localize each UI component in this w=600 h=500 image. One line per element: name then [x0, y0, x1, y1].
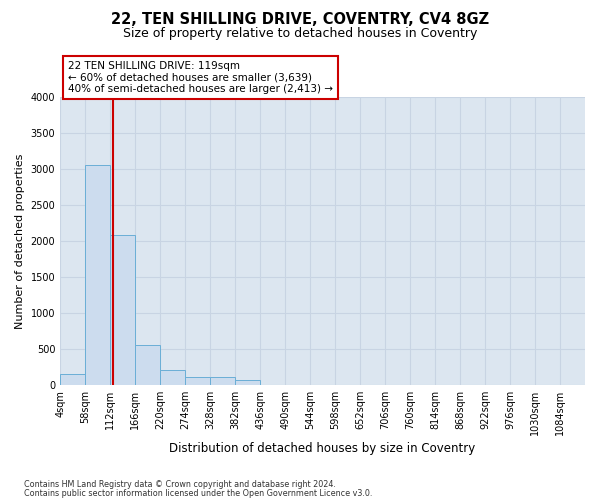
Text: 22, TEN SHILLING DRIVE, COVENTRY, CV4 8GZ: 22, TEN SHILLING DRIVE, COVENTRY, CV4 8G…: [111, 12, 489, 28]
Y-axis label: Number of detached properties: Number of detached properties: [15, 154, 25, 328]
Text: Contains public sector information licensed under the Open Government Licence v3: Contains public sector information licen…: [24, 488, 373, 498]
Bar: [160, 370, 185, 385]
Bar: [60, 374, 85, 385]
Bar: [85, 164, 110, 385]
Bar: [110, 235, 135, 385]
Text: 22 TEN SHILLING DRIVE: 119sqm
← 60% of detached houses are smaller (3,639)
40% o: 22 TEN SHILLING DRIVE: 119sqm ← 60% of d…: [68, 61, 333, 94]
Bar: [210, 377, 235, 385]
Text: Size of property relative to detached houses in Coventry: Size of property relative to detached ho…: [123, 28, 477, 40]
Text: Contains HM Land Registry data © Crown copyright and database right 2024.: Contains HM Land Registry data © Crown c…: [24, 480, 336, 489]
Bar: [235, 380, 260, 385]
Bar: [185, 376, 210, 385]
Bar: [135, 344, 160, 385]
X-axis label: Distribution of detached houses by size in Coventry: Distribution of detached houses by size …: [169, 442, 476, 455]
